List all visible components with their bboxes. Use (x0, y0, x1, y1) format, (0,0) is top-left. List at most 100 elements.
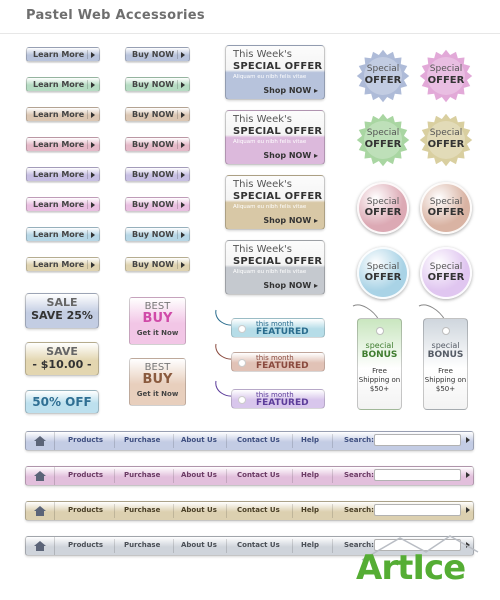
buy-now-button[interactable]: Buy NOW (125, 77, 190, 92)
special-offer-seal[interactable]: Special OFFER (355, 245, 411, 301)
buy-now-button[interactable]: Buy NOW (125, 227, 190, 242)
nav-item-help[interactable]: Help (301, 436, 320, 444)
seal-line-2: OFFER (364, 75, 402, 86)
nav-item-about-us[interactable]: About Us (181, 541, 217, 549)
nav-item-purchase[interactable]: Purchase (124, 436, 161, 444)
best-label: BEST (144, 301, 171, 312)
special-offer-seal[interactable]: Special OFFER (355, 48, 411, 104)
learn-more-label: Learn More (33, 50, 85, 59)
search-input[interactable] (374, 434, 461, 446)
search-input[interactable] (374, 539, 461, 551)
nav-separator (114, 504, 115, 518)
nav-item-purchase[interactable]: Purchase (124, 541, 161, 549)
buy-label: BUY (142, 372, 173, 387)
search-input[interactable] (374, 469, 461, 481)
nav-item-products[interactable]: Products (68, 506, 104, 514)
featured-line-1: this month (256, 391, 294, 399)
learn-more-button[interactable]: Learn More (26, 227, 100, 242)
learn-more-button[interactable]: Learn More (26, 197, 100, 212)
nav-item-contact-us[interactable]: Contact Us (237, 436, 280, 444)
buy-now-button[interactable]: Buy NOW (125, 47, 190, 62)
learn-more-button[interactable]: Learn More (26, 137, 100, 152)
sale-line-1: SAVE (46, 345, 78, 358)
search-go-button[interactable] (463, 469, 472, 481)
nav-separator (292, 434, 293, 448)
nav-item-contact-us[interactable]: Contact Us (237, 506, 280, 514)
nav-separator (226, 539, 227, 553)
nav-item-contact-us[interactable]: Contact Us (237, 541, 280, 549)
nav-item-help[interactable]: Help (301, 541, 320, 549)
learn-more-button[interactable]: Learn More (26, 47, 100, 62)
search-go-button[interactable] (463, 434, 472, 446)
nav-item-about-us[interactable]: About Us (181, 471, 217, 479)
special-offer-card[interactable]: This Week's SPECIAL OFFER Aliquam eu nibh … (225, 45, 325, 100)
learn-more-button[interactable]: Learn More (26, 167, 100, 182)
special-offer-seal[interactable]: Special OFFER (418, 180, 474, 236)
seal-star-shape (418, 48, 474, 104)
arrow-right-icon (177, 260, 187, 269)
get-it-now-link[interactable]: Get it Now (136, 390, 179, 398)
special-offer-card[interactable]: This Week's SPECIAL OFFER Aliquam eu nibh … (225, 110, 325, 165)
shop-now-link[interactable]: Shop NOW (263, 151, 318, 160)
tag-hole (375, 327, 384, 335)
sale-badge[interactable]: SALE SAVE 25% (25, 293, 99, 329)
nav-item-about-us[interactable]: About Us (181, 436, 217, 444)
featured-tag[interactable]: this month FEATURED (231, 352, 325, 372)
search-input[interactable] (374, 504, 461, 516)
sale-badge[interactable]: 50% OFF (25, 390, 99, 414)
shop-now-link[interactable]: Shop NOW (263, 281, 318, 290)
featured-tag[interactable]: this month FEATURED (231, 389, 325, 409)
get-it-now-link[interactable]: Get it Now (136, 329, 179, 337)
special-offer-card[interactable]: This Week's SPECIAL OFFER Aliquam eu nibh … (225, 240, 325, 295)
learn-more-label: Learn More (33, 140, 85, 149)
home-button[interactable] (26, 432, 55, 450)
best-buy-badge[interactable]: BEST BUY Get it Now (129, 358, 186, 406)
buy-now-button[interactable]: Buy NOW (125, 197, 190, 212)
learn-more-button[interactable]: Learn More (26, 257, 100, 272)
arrow-right-icon (87, 200, 97, 209)
nav-item-help[interactable]: Help (301, 506, 320, 514)
search-label: Search: (344, 471, 374, 479)
special-offer-seal[interactable]: Special OFFER (418, 112, 474, 168)
special-offer-seal[interactable]: Special OFFER (418, 48, 474, 104)
buy-now-button[interactable]: Buy NOW (125, 107, 190, 122)
special-offer-card[interactable]: This Week's SPECIAL OFFER Aliquam eu nibh … (225, 175, 325, 230)
seal-line-1: Special (429, 197, 463, 207)
nav-item-help[interactable]: Help (301, 471, 320, 479)
nav-item-about-us[interactable]: About Us (181, 506, 217, 514)
buy-now-button[interactable]: Buy NOW (125, 137, 190, 152)
nav-item-contact-us[interactable]: Contact Us (237, 471, 280, 479)
featured-line-2: FEATURED (256, 361, 309, 371)
shop-now-link[interactable]: Shop NOW (263, 86, 318, 95)
buy-now-button[interactable]: Buy NOW (125, 257, 190, 272)
shop-now-link[interactable]: Shop NOW (263, 216, 318, 225)
nav-item-purchase[interactable]: Purchase (124, 506, 161, 514)
arrow-right-icon (87, 110, 97, 119)
best-buy-badge[interactable]: BEST BUY Get it Now (129, 297, 186, 345)
bonus-tag[interactable]: special BONUS Free Shipping on $50+ (357, 318, 402, 410)
home-button[interactable] (26, 467, 55, 485)
nav-item-purchase[interactable]: Purchase (124, 471, 161, 479)
bonus-tag[interactable]: special BONUS Free Shipping on $50+ (423, 318, 468, 410)
offer-description: Aliquam eu nibh felis vitae (233, 204, 307, 210)
sale-line-1: 50% OFF (32, 395, 92, 409)
special-offer-seal[interactable]: Special OFFER (355, 112, 411, 168)
nav-item-products[interactable]: Products (68, 436, 104, 444)
learn-more-button[interactable]: Learn More (26, 77, 100, 92)
search-go-button[interactable] (463, 504, 472, 516)
special-offer-seal[interactable]: Special OFFER (418, 245, 474, 301)
nav-separator (173, 539, 174, 553)
learn-more-button[interactable]: Learn More (26, 107, 100, 122)
home-icon (34, 470, 46, 481)
nav-item-products[interactable]: Products (68, 471, 104, 479)
nav-separator (226, 434, 227, 448)
nav-item-products[interactable]: Products (68, 541, 104, 549)
buy-now-label: Buy NOW (132, 230, 175, 239)
buy-now-button[interactable]: Buy NOW (125, 167, 190, 182)
sale-badge[interactable]: SAVE - $10.00 - (25, 342, 99, 376)
home-button[interactable] (26, 502, 55, 520)
special-offer-seal[interactable]: Special OFFER (355, 180, 411, 236)
home-button[interactable] (26, 537, 55, 555)
bonus-line-3: Free Shipping on $50+ (358, 367, 401, 393)
featured-tag[interactable]: this month FEATURED (231, 318, 325, 338)
